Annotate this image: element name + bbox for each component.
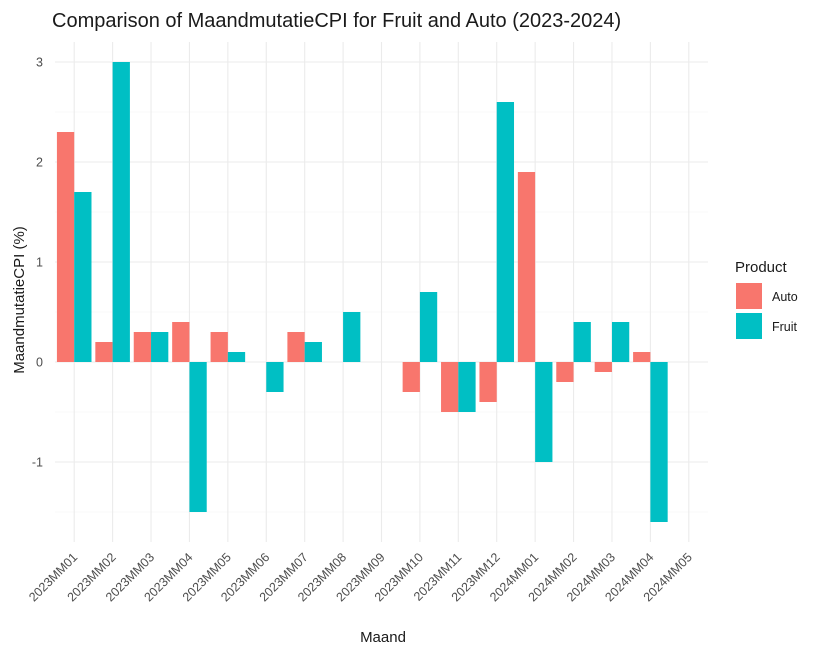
bar-fruit-2024MM01 bbox=[535, 362, 553, 462]
bar-fruit-2023MM05 bbox=[227, 352, 246, 362]
bar-fruit-2023MM10 bbox=[419, 292, 438, 362]
legend-swatch-auto bbox=[736, 283, 762, 309]
bar-fruit-2023MM12 bbox=[496, 102, 515, 362]
y-axis-title: MaandmutatieCPI (%) bbox=[11, 226, 28, 374]
x-axis-ticks: 2023MM012023MM022023MM032023MM042023MM05… bbox=[26, 550, 695, 604]
bar-auto-2023MM12 bbox=[479, 362, 497, 402]
legend: Product Auto Fruit bbox=[735, 259, 798, 339]
bar-auto-2023MM07 bbox=[287, 332, 305, 362]
bar-fruit-2023MM03 bbox=[151, 332, 169, 362]
bar-auto-2023MM01 bbox=[56, 132, 75, 362]
y-tick-label: 1 bbox=[36, 256, 43, 270]
bar-fruit-2023MM01 bbox=[74, 192, 92, 362]
bar-auto-2024MM03 bbox=[594, 362, 612, 372]
bar-fruit-2023MM08 bbox=[343, 312, 361, 362]
bar-fruit-2024MM04 bbox=[650, 362, 668, 522]
legend-title: Product bbox=[735, 259, 788, 276]
bar-fruit-2024MM03 bbox=[611, 322, 630, 362]
bars bbox=[56, 62, 668, 522]
bar-fruit-2023MM02 bbox=[112, 62, 130, 362]
legend-label-auto: Auto bbox=[772, 290, 798, 304]
legend-label-fruit: Fruit bbox=[772, 320, 798, 334]
y-tick-label: 0 bbox=[36, 356, 43, 370]
bar-fruit-2024MM02 bbox=[573, 322, 591, 362]
bar-auto-2024MM04 bbox=[633, 352, 651, 362]
bar-auto-2024MM01 bbox=[517, 172, 536, 362]
bar-auto-2023MM03 bbox=[133, 332, 152, 362]
y-axis-ticks: -1 0 1 2 3 bbox=[32, 56, 43, 470]
bar-auto-2024MM02 bbox=[556, 362, 574, 382]
bar-auto-2023MM02 bbox=[95, 342, 113, 362]
bar-fruit-2023MM07 bbox=[304, 342, 322, 362]
y-tick-label: 2 bbox=[36, 156, 43, 170]
x-axis-title: Maand bbox=[360, 629, 406, 646]
legend-swatch-fruit bbox=[736, 313, 762, 339]
bar-auto-2023MM10 bbox=[402, 362, 420, 392]
bar-auto-2023MM05 bbox=[210, 332, 228, 362]
bar-auto-2023MM04 bbox=[172, 322, 190, 362]
bar-fruit-2023MM04 bbox=[189, 362, 207, 512]
bar-fruit-2023MM11 bbox=[458, 362, 476, 412]
chart-title: Comparison of MaandmutatieCPI for Fruit … bbox=[52, 10, 621, 32]
gridlines bbox=[55, 42, 708, 542]
bar-auto-2023MM11 bbox=[441, 362, 459, 412]
y-tick-label: 3 bbox=[36, 56, 43, 70]
bar-fruit-2023MM06 bbox=[266, 362, 284, 392]
y-tick-label: -1 bbox=[32, 456, 43, 470]
